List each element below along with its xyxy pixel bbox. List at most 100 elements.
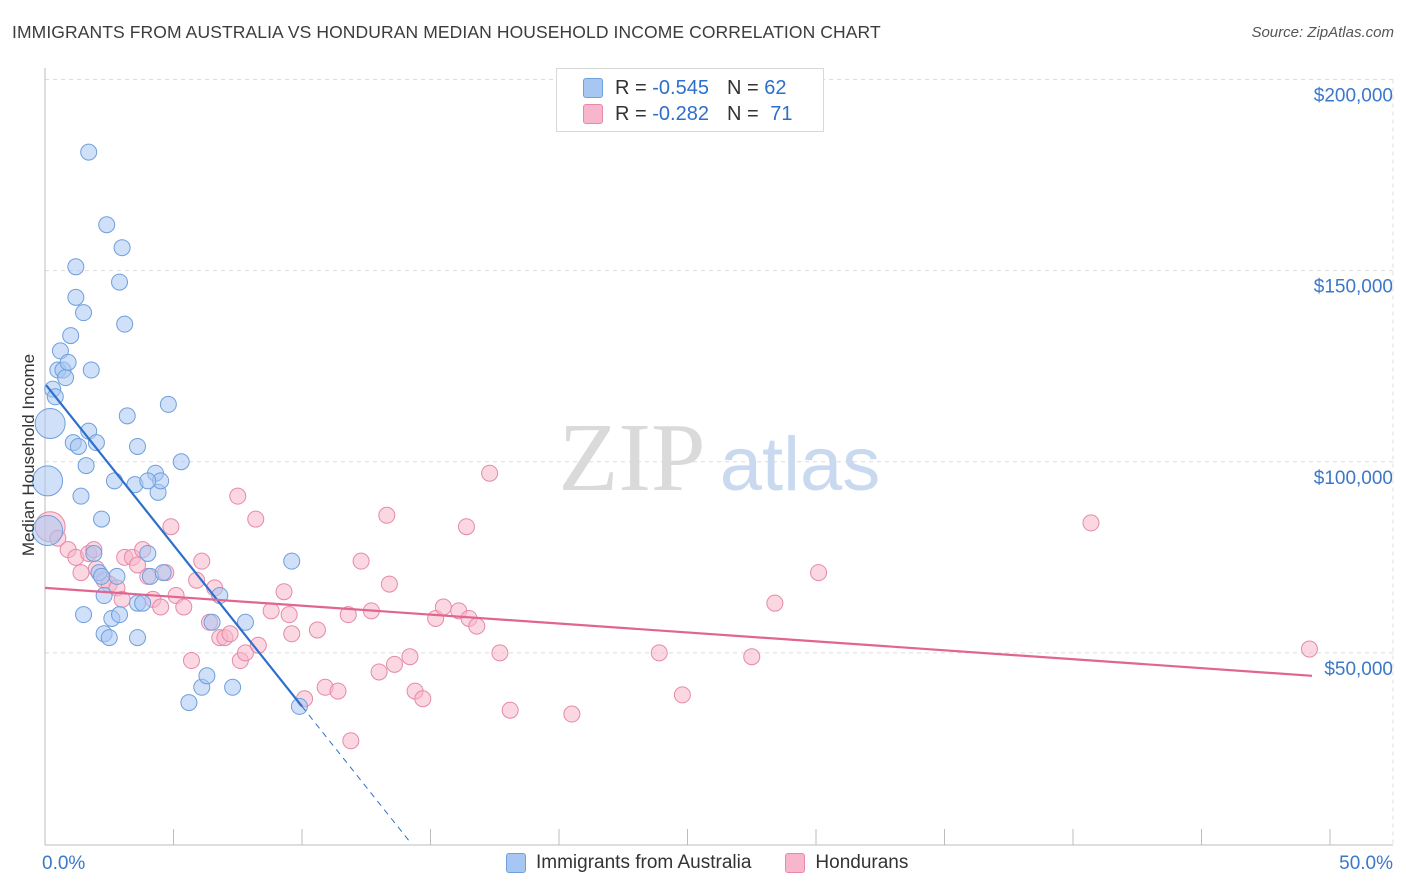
hondurans-point <box>766 594 784 612</box>
australia-point <box>105 472 123 490</box>
hondurans-point <box>1082 514 1100 532</box>
legend-label: Immigrants from Australia <box>536 852 752 873</box>
hondurans-point <box>1300 640 1318 658</box>
hondurans-point <box>401 648 419 666</box>
australia-point <box>67 258 85 276</box>
australia-legend-swatch <box>506 853 526 873</box>
hondurans-point <box>434 598 452 616</box>
hondurans-point <box>378 506 396 524</box>
australia-point <box>108 567 126 585</box>
australia-point <box>129 629 147 647</box>
australia-point <box>77 457 95 475</box>
hondurans-point <box>308 621 326 639</box>
australia-point <box>111 273 129 291</box>
hondurans-point <box>563 705 581 723</box>
watermark-zip: ZIP <box>559 404 706 512</box>
australia-point <box>57 369 75 387</box>
australia-points <box>32 143 308 715</box>
hondurans-point <box>175 598 193 616</box>
hondurans-point <box>182 652 200 670</box>
australia-point <box>59 353 77 371</box>
hondurans-point <box>129 556 147 574</box>
hondurans-point <box>283 625 301 643</box>
r-value: -0.545 <box>652 76 709 99</box>
r-label: R = <box>615 102 653 125</box>
hondurans-point <box>380 575 398 593</box>
y-tick-label: $100,000 <box>1314 468 1393 489</box>
australia-point <box>111 606 129 624</box>
n-value: 62 <box>764 76 787 99</box>
y-tick-label: $150,000 <box>1314 277 1393 298</box>
australia-point <box>224 678 242 696</box>
hondurans-legend-swatch <box>785 853 806 873</box>
australia-point <box>32 465 64 497</box>
n-label: N = <box>726 102 765 125</box>
australia-point <box>69 437 87 455</box>
hondurans-swatch <box>583 104 603 124</box>
australia-point <box>180 694 198 712</box>
australia-point <box>75 606 93 624</box>
hondurans-point <box>188 571 206 589</box>
australia-point <box>116 315 134 333</box>
legend-item-australia[interactable]: Immigrants from Australia <box>506 852 751 874</box>
australia-point <box>118 407 136 425</box>
hondurans-point <box>221 625 239 643</box>
hondurans-point <box>229 487 247 505</box>
hondurans-point <box>370 663 388 681</box>
hondurans-point <box>342 732 360 750</box>
australia-trend-extension <box>301 706 411 843</box>
australia-point <box>32 515 64 547</box>
hondurans-point <box>457 518 475 536</box>
tick-labels: $50,000 $100,000 $150,000 $200,000 0.0% 50.0% <box>42 86 1393 875</box>
australia-point <box>113 239 131 257</box>
source-credit: Source: ZipAtlas.com <box>1251 24 1394 41</box>
stats-legend: R = -0.545 N = 62 R = -0.282 N = 71 <box>556 68 824 132</box>
australia-point <box>95 587 113 605</box>
australia-point <box>100 629 118 647</box>
australia-point <box>203 613 221 631</box>
australia-point <box>129 437 147 455</box>
australia-point <box>67 288 85 306</box>
hondurans-point <box>280 606 298 624</box>
australia-swatch <box>583 78 603 98</box>
australia-point <box>139 472 157 490</box>
australia-point <box>98 216 116 234</box>
hondurans-point <box>275 583 293 601</box>
hondurans-point <box>468 617 486 635</box>
australia-point <box>75 304 93 322</box>
trend-lines <box>44 384 1313 843</box>
hondurans-point <box>491 644 509 662</box>
hondurans-point <box>810 564 828 582</box>
hondurans-point <box>236 644 254 662</box>
legend-label: Hondurans <box>815 852 909 873</box>
australia-point <box>139 544 157 562</box>
hondurans-point <box>743 648 761 666</box>
australia-point <box>198 667 216 685</box>
australia-point <box>172 453 190 471</box>
hondurans-point <box>162 518 180 536</box>
axes <box>44 68 1393 846</box>
chart-title: IMMIGRANTS FROM AUSTRALIA VS HONDURAN ME… <box>12 22 881 42</box>
n-label: N = <box>726 76 765 99</box>
y-tick-label: $200,000 <box>1314 86 1393 107</box>
australia-point <box>87 434 105 452</box>
series-legend: Immigrants from Australia Hondurans <box>506 852 942 874</box>
watermark-atlas: atlas <box>720 422 881 507</box>
hondurans-point <box>247 510 265 528</box>
australia-point <box>93 567 111 585</box>
hondurans-point <box>650 644 668 662</box>
australia-point <box>236 613 254 631</box>
r-label: R = <box>615 76 653 99</box>
hondurans-point <box>386 655 404 673</box>
australia-point <box>93 510 111 528</box>
hondurans-point <box>193 552 211 570</box>
hondurans-point <box>152 598 170 616</box>
x-tick-label: 0.0% <box>42 853 85 874</box>
australia-trend-line <box>45 384 303 708</box>
australia-point <box>62 327 80 345</box>
legend-item-hondurans[interactable]: Hondurans <box>785 852 908 874</box>
australia-point <box>159 395 177 413</box>
hondurans-point <box>501 701 519 719</box>
stats-row-hondurans: R = -0.282 N = 71 <box>583 102 792 126</box>
hondurans-point <box>481 464 499 482</box>
